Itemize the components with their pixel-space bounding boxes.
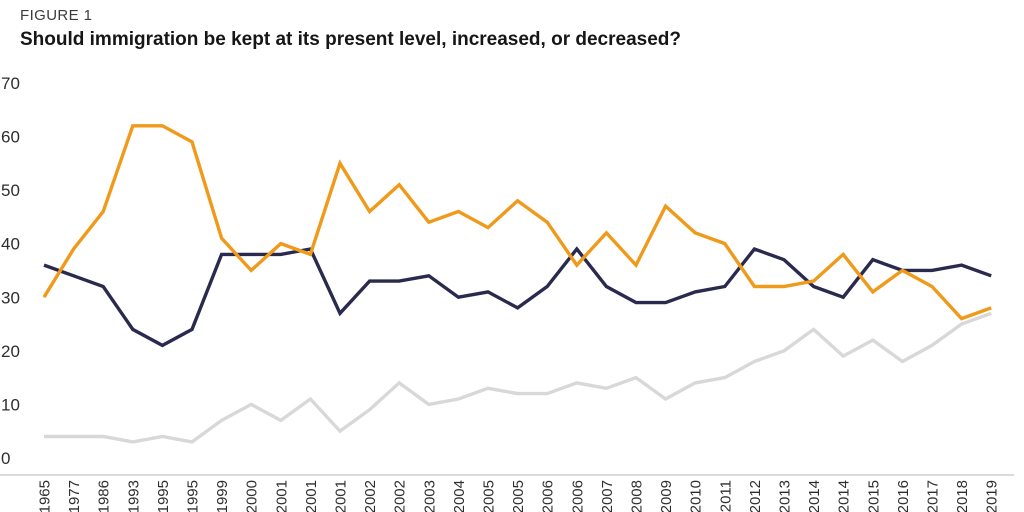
x-axis-tick-label: 2006: [540, 480, 557, 512]
y-axis-tick-label: 40: [1, 235, 20, 254]
y-axis-tick-label: 70: [1, 74, 20, 93]
series-line-increased: [44, 311, 992, 444]
x-axis-tick-label: 1986: [96, 480, 113, 512]
x-axis-tick-label: 2013: [777, 480, 794, 512]
chart-title: Should immigration be kept at its presen…: [20, 29, 681, 50]
x-axis-tick-label: 2002: [362, 480, 379, 512]
series-line-kept-at-present-level: [43, 246, 992, 348]
x-axis-tick-label: 2001: [273, 480, 290, 512]
x-axis-tick-label: 2005: [481, 480, 498, 512]
x-axis-tick-label: 2015: [865, 480, 882, 512]
x-axis-tick-label: 2009: [658, 480, 675, 512]
x-axis-tick-label: 1993: [125, 480, 142, 512]
x-axis-tick-label: 1995: [155, 480, 172, 512]
y-axis-tick-label: 0: [1, 449, 10, 468]
y-axis-tick-label: 10: [1, 395, 20, 414]
x-axis-tick-label: 2010: [688, 480, 705, 512]
y-axis-tick-label: 50: [1, 181, 20, 200]
y-axis-tick-label: 60: [1, 128, 20, 147]
series-line-decreased: [42, 124, 992, 321]
x-axis-tick-label: 2003: [421, 480, 438, 512]
x-axis-tick-label: 2001: [303, 480, 320, 512]
x-axis-tick-label: 2005: [510, 480, 527, 512]
x-axis-tick-label: 2001: [333, 480, 350, 512]
y-axis-tick-label: 30: [1, 288, 20, 307]
figure-label: FIGURE 1: [20, 7, 93, 24]
x-axis-tick-label: 2018: [954, 480, 971, 512]
x-axis-tick-label: 2002: [392, 480, 409, 512]
x-axis-tick-label: 2012: [747, 480, 764, 512]
x-axis-tick-label: 2004: [451, 480, 468, 512]
x-axis-tick-label: 1977: [66, 480, 83, 512]
x-axis-tick-label: 2017: [925, 480, 942, 512]
x-axis-tick-label: 1995: [185, 480, 202, 512]
x-axis-tick-label: 2016: [895, 480, 912, 512]
y-axis-tick-label: 20: [1, 342, 20, 361]
x-axis-tick-label: 2000: [244, 480, 261, 512]
x-axis-tick-label: 2019: [984, 480, 1001, 512]
x-axis-tick-label: 2006: [569, 480, 586, 512]
x-axis-tick-label: 2014: [836, 480, 853, 512]
x-axis-tick-label: 2007: [599, 480, 616, 512]
x-axis-tick-label: 2011: [717, 480, 734, 512]
x-axis-tick-label: 2014: [806, 480, 823, 512]
x-axis-tick-label: 1965: [37, 480, 54, 512]
x-axis-tick-label: 2008: [629, 480, 646, 512]
x-axis-tick-label: 1999: [214, 480, 231, 512]
